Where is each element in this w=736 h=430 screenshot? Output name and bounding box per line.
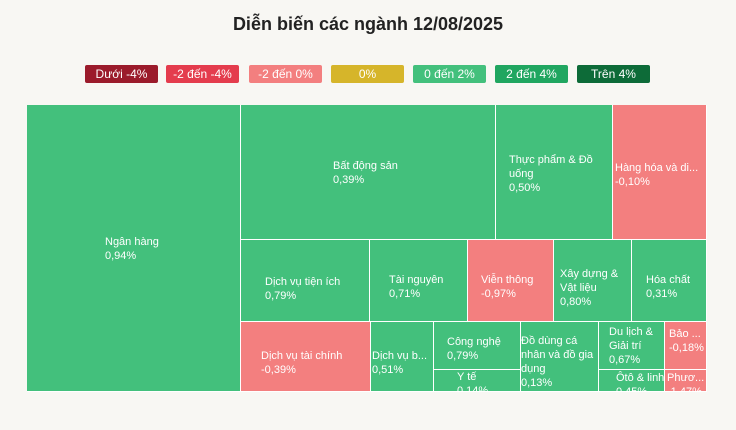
treemap-tile[interactable]: Ôtô & linh ki... 0,45% xyxy=(599,370,665,392)
tile-label: Hóa chất xyxy=(646,274,691,286)
tile-label: Bảo ... xyxy=(669,328,701,340)
treemap-tile[interactable]: Bảo ... -0,18% xyxy=(665,322,707,370)
tile-label: Viễn thông xyxy=(481,274,534,286)
tile-label: Hàng hóa và di... xyxy=(615,162,699,174)
legend-item[interactable]: Dưới -4% xyxy=(85,65,158,83)
tile-value: 0,71% xyxy=(389,288,421,300)
tile-value: 0,94% xyxy=(105,250,137,262)
legend-item[interactable]: -2 đến 0% xyxy=(249,65,322,83)
tile-value: 0,45% xyxy=(616,386,648,392)
legend-item[interactable]: 2 đến 4% xyxy=(495,65,568,83)
tile-label: Bất động sản xyxy=(333,160,398,172)
tile-value: 0,31% xyxy=(646,288,678,300)
tile-value: -0,18% xyxy=(669,342,704,354)
tile-value: -1,47% xyxy=(667,386,702,392)
tile-label: Tài nguyên xyxy=(389,274,444,286)
tile-value: 0,50% xyxy=(509,182,541,194)
legend-item[interactable]: Trên 4% xyxy=(577,65,650,83)
tile-label: Phươ... xyxy=(667,372,705,384)
treemap-tile[interactable]: Y tế 0,14% xyxy=(434,370,521,392)
tile-value: -0,10% xyxy=(615,176,650,188)
tile-value: 0,13% xyxy=(521,377,553,389)
legend-item[interactable]: 0 đến 2% xyxy=(413,65,486,83)
treemap-tile[interactable]: Dịch vụ tài chính -0,39% xyxy=(241,322,371,392)
chart-title: Diễn biến các ngành 12/08/2025 xyxy=(232,14,504,34)
tile-value: 0,14% xyxy=(457,385,489,392)
legend-item[interactable]: -2 đến -4% xyxy=(166,65,239,83)
treemap-tile[interactable]: Du lịch & Giải trí 0,67% xyxy=(599,322,665,370)
treemap-tile[interactable]: Dịch vụ b... 0,51% xyxy=(371,322,434,392)
legend-item[interactable]: 0% xyxy=(331,65,404,83)
tile-label: Đồ dùng cá nhân và đồ gia dụng xyxy=(521,335,594,375)
treemap-tile[interactable]: Đồ dùng cá nhân và đồ gia dụng 0,13% xyxy=(521,322,599,392)
treemap-tile[interactable]: Công nghệ 0,79% xyxy=(434,322,521,370)
tile-value: 0,80% xyxy=(560,296,592,308)
legend: Dưới -4% -2 đến -4% -2 đến 0% 0% 0 đến 2% 2 đ… xyxy=(0,65,736,85)
treemap-tile[interactable]: Thực phẩm & Đồ uống 0,50% xyxy=(496,105,613,240)
tile-label: Ôtô & linh ki... xyxy=(616,372,665,384)
tile-value: 0,79% xyxy=(265,290,297,302)
treemap-tile[interactable]: Phươ... -1,47% xyxy=(665,370,707,392)
tile-value: 0,39% xyxy=(333,174,365,186)
tile-label: Dịch vụ tài chính xyxy=(261,350,343,362)
tile-label: Dịch vụ b... xyxy=(372,350,428,362)
tile-label: Thực phẩm & Đồ uống xyxy=(509,154,593,180)
tile-label: Du lịch & Giải trí xyxy=(609,326,654,352)
tile-value: -0,39% xyxy=(261,364,296,376)
treemap-tile[interactable]: Xây dựng & Vật liệu 0,80% xyxy=(554,240,632,322)
tile-label: Công nghệ xyxy=(447,336,501,348)
treemap-tile[interactable]: Hóa chất 0,31% xyxy=(632,240,707,322)
tile-label: Y tế xyxy=(457,371,477,383)
treemap: Ngân hàng 0,94% Bất động sản 0,39% Thực phẩm… xyxy=(27,105,707,392)
treemap-tile[interactable]: Dịch vụ tiện ích 0,79% xyxy=(241,240,370,322)
tile-label: Xây dựng & Vật liệu xyxy=(560,268,619,294)
tile-value: 0,51% xyxy=(372,364,404,376)
treemap-tile[interactable]: Viễn thông -0,97% xyxy=(468,240,554,322)
tile-label: Dịch vụ tiện ích xyxy=(265,276,341,288)
treemap-tile[interactable]: Ngân hàng 0,94% xyxy=(27,105,241,392)
tile-value: -0,97% xyxy=(481,288,516,300)
tile-label: Ngân hàng xyxy=(105,236,159,248)
treemap-tile[interactable]: Bất động sản 0,39% xyxy=(241,105,496,240)
tile-value: 0,79% xyxy=(447,350,479,362)
tile-value: 0,67% xyxy=(609,354,641,366)
treemap-tile[interactable]: Hàng hóa và di... -0,10% xyxy=(613,105,707,240)
treemap-tile[interactable]: Tài nguyên 0,71% xyxy=(370,240,468,322)
